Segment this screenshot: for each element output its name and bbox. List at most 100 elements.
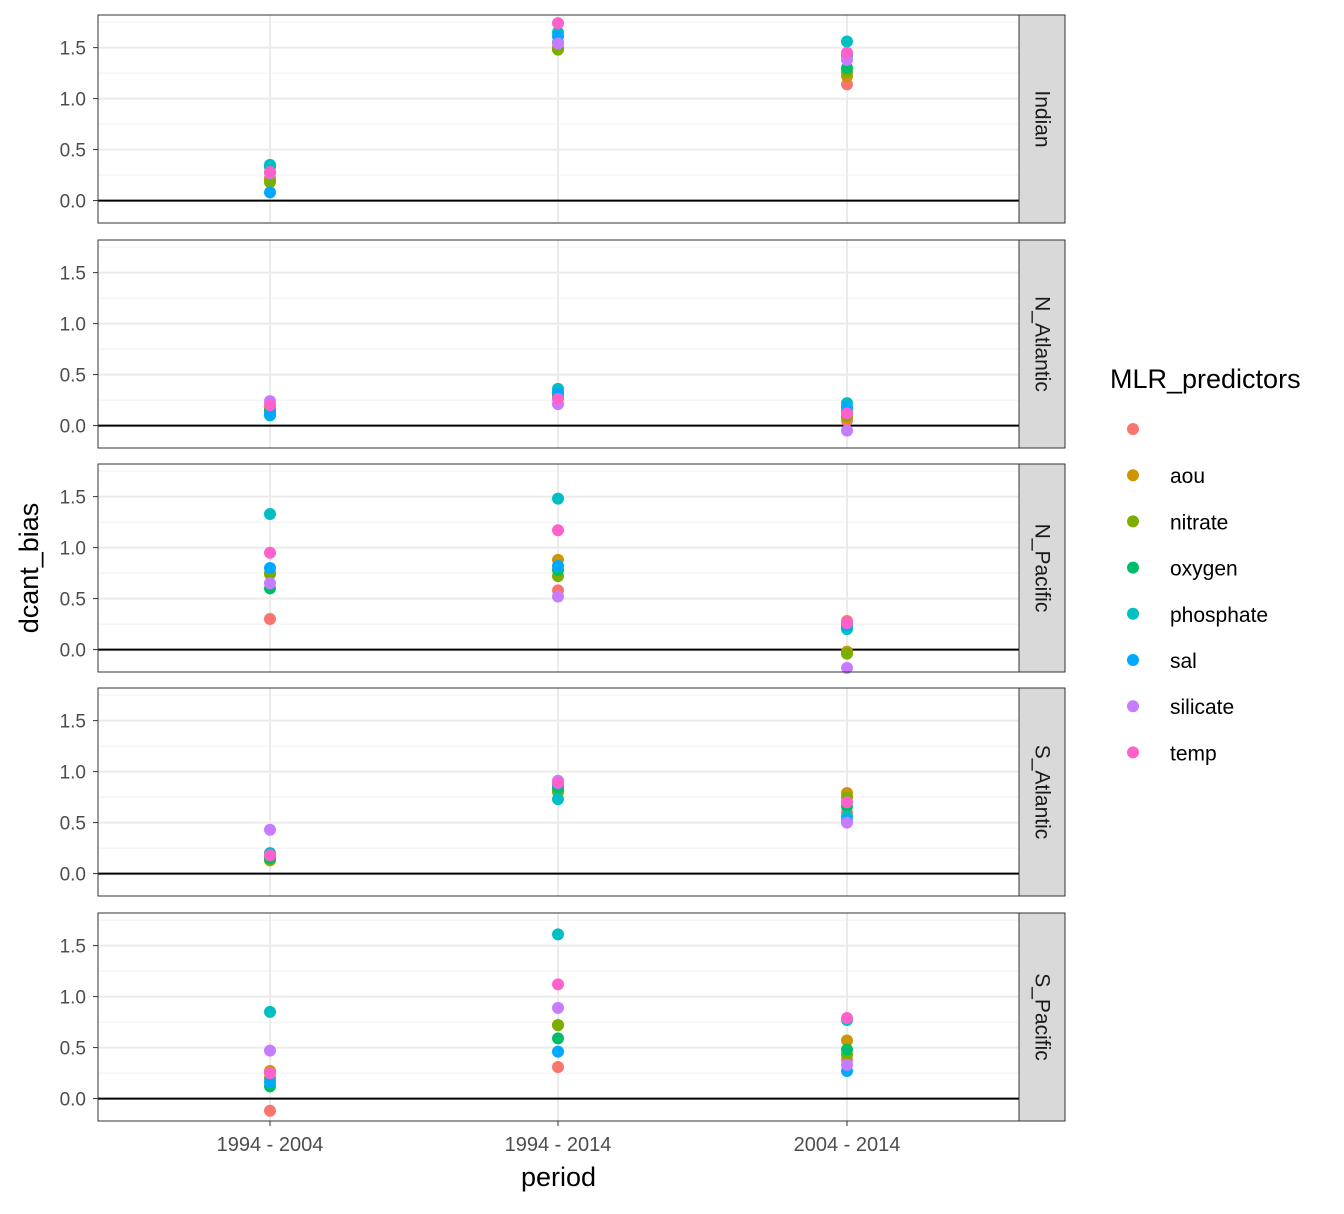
data-point [552,393,564,406]
legend-label: nitrate [1170,511,1228,534]
legend-label: oxygen [1170,558,1238,581]
legend-key [1127,654,1139,666]
data-point [552,1045,564,1058]
data-point [264,577,276,590]
data-point [264,1067,276,1080]
y-tick-label: 1.5 [60,39,86,60]
data-point [264,849,276,862]
data-point [552,559,564,572]
x-tick-label: 1994 - 2014 [505,1134,612,1156]
data-point [552,776,564,789]
data-point [841,617,853,630]
y-tick-label: 1.5 [60,712,86,733]
data-point [264,612,276,625]
data-point [264,823,276,836]
data-point [841,424,853,437]
facet-panel-indian: 0.0 0.5 1.0 1.5 Indian [60,14,1066,224]
facet-strip-label: Indian [1031,90,1054,147]
x-tick-label: 1994 - 2004 [217,1134,324,1156]
data-point [552,492,564,505]
legend-label: silicate [1170,696,1234,719]
y-tick-label: 0.5 [60,590,86,611]
data-point [841,661,853,674]
data-point [841,816,853,829]
data-point [552,37,564,50]
legend-key [1127,700,1139,713]
legend-key [1127,423,1139,435]
x-axis-title: period [521,1162,596,1192]
data-point [552,1019,564,1032]
y-tick-label: 1.0 [60,988,86,1009]
facet-strip-label: S_Atlantic [1031,745,1054,840]
legend-label: sal [1170,650,1197,673]
data-point [264,408,276,421]
y-tick-label: 1.0 [60,763,86,784]
legend-label: temp [1170,742,1217,765]
y-tick-label: 0.0 [60,192,86,213]
legend-key [1127,746,1139,759]
data-point [552,1032,564,1045]
y-tick-label: 1.0 [60,90,86,111]
y-tick-label: 0.0 [60,865,86,886]
y-tick-label: 0.0 [60,417,86,438]
data-point [552,524,564,537]
facet-strip [1018,463,1066,673]
y-axis-title: dcant_bias [14,503,44,634]
data-point [552,793,564,806]
data-point [841,35,853,48]
data-point [841,1034,853,1047]
data-point [264,1104,276,1117]
data-point [264,166,276,179]
x-tick-label: 2004 - 2014 [794,1134,901,1156]
data-point [841,1058,853,1071]
data-point [264,1044,276,1057]
y-tick-label: 1.0 [60,315,86,336]
facet-panel-n-pacific: 0.0 0.5 1.0 1.5 N_Pacific [60,463,1066,674]
y-tick-label: 0.0 [60,641,86,662]
legend-title: MLR_predictors [1110,364,1301,394]
legend-key [1127,469,1139,482]
legend-label: aou [1170,465,1205,488]
y-tick-label: 0.0 [60,1090,86,1111]
data-point [264,186,276,199]
y-tick-label: 0.5 [60,141,86,162]
data-point [552,1060,564,1073]
data-point [841,407,853,420]
legend-key [1127,607,1139,620]
data-point [264,546,276,559]
y-tick-label: 0.5 [60,1039,86,1060]
y-tick-label: 0.5 [60,366,86,387]
y-tick-label: 1.0 [60,539,86,560]
y-tick-label: 1.5 [60,488,86,509]
data-point [552,928,564,941]
legend-key [1127,515,1139,528]
data-point [552,1001,564,1014]
facet-panel-s-atlantic: 0.0 0.5 1.0 1.5 S_Atlantic [60,687,1066,897]
legend-key [1127,561,1139,574]
facet-panel-n-atlantic: 0.0 0.5 1.0 1.5 N_Atlantic [60,239,1066,449]
legend-label: phosphate [1170,604,1268,627]
facet-strip-label: S_Pacific [1031,973,1054,1061]
data-point [841,46,853,59]
facet-strip [1018,239,1066,449]
facet-strip [1018,912,1066,1122]
y-tick-label: 1.5 [60,937,86,958]
data-point [264,176,276,189]
data-point [264,562,276,574]
data-point [264,507,276,520]
data-point [841,647,853,660]
data-point [552,17,564,30]
facet-strip [1018,687,1066,897]
data-point [264,399,276,412]
facet-panel-s-pacific: 0.0 0.5 1.0 1.5 S_Pacific [60,912,1066,1122]
facet-strip-label: N_Atlantic [1031,296,1054,392]
data-point [264,1005,276,1018]
data-point [841,796,853,809]
data-point [552,978,564,991]
y-tick-label: 1.5 [60,264,86,285]
y-tick-label: 0.5 [60,814,86,835]
data-point [552,590,564,603]
